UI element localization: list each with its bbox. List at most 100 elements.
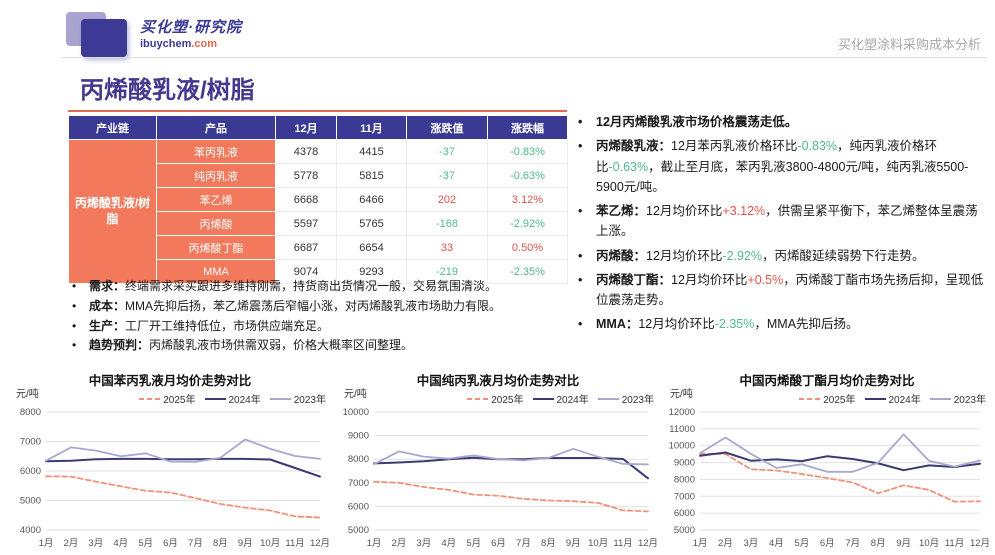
trend-value: -0.83% [797,139,838,154]
list-item: • 丙烯酸丁酯：12月均价环比+0.5%，丙烯酸丁酯市场先扬后抑，呈现低位震荡走势… [578,270,987,311]
series-line-2025年 [373,480,649,513]
legend-line-icon [467,397,489,400]
svg-text:2月: 2月 [718,538,733,549]
bullet-icon: • [72,318,77,333]
change-value-cell: 202 [406,187,488,212]
svg-text:2月: 2月 [392,538,407,549]
bullet-text: MMA先抑后扬，苯乙烯震荡后窄幅小涨，对丙烯酸乳液市场助力有限。 [125,298,502,313]
list-item: • 苯乙烯：12月均价环比+3.12%，供需呈紧平衡下，苯乙烯整体呈震荡上涨。 [578,201,987,242]
svg-text:7000: 7000 [348,478,369,489]
bullet-label: 丙烯酸乳液： [596,139,672,154]
nov-value-cell: 5815 [336,163,407,188]
bullet-label: 丙烯酸丁酯： [596,272,672,287]
svg-text:8000: 8000 [20,407,41,418]
nov-value-cell: 5765 [336,211,407,236]
legend-line-icon [597,397,619,400]
trend-value: +0.5% [747,272,784,287]
nov-value-cell: 4415 [336,139,407,164]
table-header-cell: 12月 [275,115,337,140]
svg-text:9月: 9月 [566,538,581,549]
bullet-icon: • [72,298,77,313]
svg-text:11月: 11月 [285,538,304,549]
trend-value: -2.35% [714,317,755,332]
chart-plot: 4000 5000 6000 7000 8000 1月 2月 3月 4月 5月 6月 7月 8月 9月 10… [20,407,330,549]
change-pct-cell: -2.35% [487,259,568,284]
bullet-segment: 12月均价环比 [638,317,715,332]
product-cell: 苯丙乳液 [156,139,276,164]
change-value-cell: -168 [406,211,488,236]
logo-front-square-icon [81,19,127,57]
bullet-label: 丙烯酸： [596,248,647,263]
svg-text:8000: 8000 [674,474,695,485]
title-underline [68,110,567,112]
table-header-row: 产业链 产品 12月 11月 涨跌值 涨跌幅 [68,115,568,140]
svg-text:7000: 7000 [20,437,41,448]
svg-text:8月: 8月 [871,538,886,549]
table-body: 丙烯酸乳液/树脂 苯丙乳液 4378 4415 -37 -0.83% 纯丙乳液 5778 581… [68,139,568,284]
bullet-label: 生产： [89,318,126,333]
legend-item: 2023年 [929,391,986,406]
price-table: 产业链 产品 12月 11月 涨跌值 涨跌幅 丙烯酸乳液/树脂 苯丙乳液 4378 4415 -3… [68,115,568,284]
table-row: 丙烯酸乳液/树脂 苯丙乳液 4378 4415 -37 -0.83% [68,139,568,284]
trend-value: +3.12% [722,204,766,218]
svg-text:6月: 6月 [491,538,506,549]
legend-label: 2025年 [163,395,196,406]
bullet-label: 需求： [89,279,126,293]
trend-value: -0.63% [608,159,649,174]
svg-text:5月: 5月 [138,538,153,549]
list-item: • 需求： 终端需求采买跟进多维持刚需，持货商出货情况一般，交易氛围清淡。 [72,277,574,297]
svg-text:7月: 7月 [845,538,860,549]
svg-text:10月: 10月 [919,538,939,549]
legend-label: 2023年 [293,395,326,406]
svg-text:5月: 5月 [466,538,481,549]
table-header-cell: 11月 [336,115,407,140]
svg-text:4月: 4月 [769,538,784,549]
svg-text:6000: 6000 [674,508,695,519]
change-pct-cell: -0.63% [487,163,568,188]
list-item: • 丙烯酸乳液：12月苯丙乳液价格环比-0.83%，纯丙乳液价格环比-0.63%，… [578,136,987,197]
bullet-text: 丙烯酸丁酯：12月均价环比+0.5%，丙烯酸丁酯市场先扬后抑，呈现低位震荡走势。 [596,270,987,311]
series-line-2023年 [699,433,981,473]
svg-text:5000: 5000 [20,496,41,507]
legend-line-icon [269,397,291,400]
product-cell: 丙烯酸 [156,211,276,236]
bullet-icon: • [578,204,583,218]
bullet-segment: ，供需呈紧平衡下，苯乙烯整体呈震荡上涨。 [596,204,978,239]
legend-item: 2025年 [799,391,856,406]
legend-label: 2024年 [228,395,261,406]
y-axis-unit: 元/吨 [344,389,367,400]
svg-text:10000: 10000 [669,441,695,452]
svg-text:1月: 1月 [39,538,54,549]
bullet-text: 工厂开工维持低位，市场供应端充足。 [125,318,330,333]
legend-item: 2024年 [532,391,589,406]
svg-text:11月: 11月 [945,538,964,549]
svg-text:9000: 9000 [348,431,369,442]
bullet-icon: • [578,317,583,332]
legend-item: 2024年 [864,391,921,406]
chart-legend: 2025年 2024年 2023年 [799,391,986,406]
bullet-label: 趋势预判： [89,338,150,353]
svg-text:10月: 10月 [260,538,280,549]
legend-line-icon [139,397,161,400]
series-line-2025年 [699,452,981,503]
table-header-cell: 涨跌幅 [487,115,568,140]
chart-plot: 5000 6000 7000 8000 9000 10000 11000 12000 1月 2月 3… [669,407,990,549]
legend-line-icon [864,397,886,400]
legend-item: 2025年 [139,391,196,406]
chart-title: 中国纯丙乳液月均价走势对比 [416,374,580,388]
svg-text:9月: 9月 [238,538,253,549]
list-item: • 生产： 工厂开工维持低位，市场供应端充足。 [72,317,574,337]
bullet-icon: • [578,139,583,154]
chart-legend: 2025年 2024年 2023年 [467,391,654,406]
logo: 买化塑·研究院 ibuychem.com [140,19,242,52]
table-header-cell: 涨跌值 [406,115,488,140]
dec-value-cell: 9074 [275,259,337,284]
svg-text:10000: 10000 [343,407,369,418]
svg-text:3月: 3月 [88,538,103,549]
bullet-text: 丙烯酸乳液：12月苯丙乳液价格环比-0.83%，纯丙乳液价格环比-0.63%，截… [596,136,987,197]
svg-text:8月: 8月 [541,538,556,549]
svg-text:6000: 6000 [20,466,41,477]
change-pct-cell: 0.50% [487,235,568,260]
legend-item: 2025年 [467,391,524,406]
